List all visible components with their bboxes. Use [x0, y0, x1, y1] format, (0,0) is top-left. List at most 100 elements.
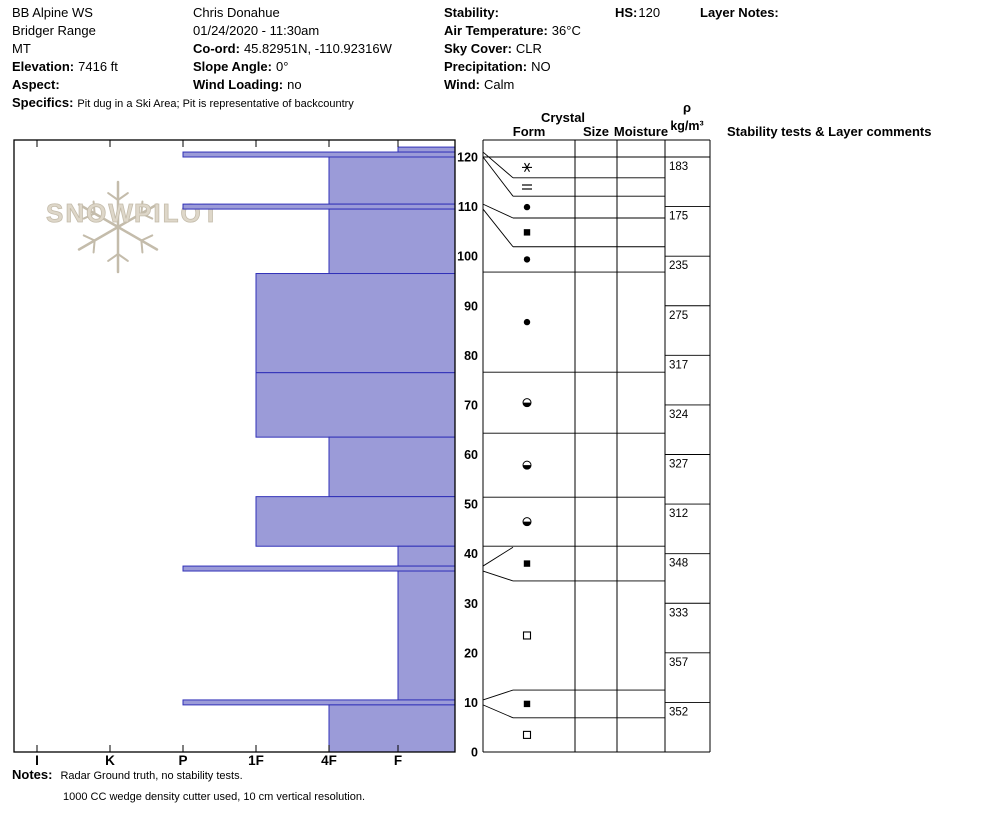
- wind-loading-value: no: [287, 77, 302, 92]
- hs-block: HS:120: [615, 4, 660, 22]
- state: MT: [12, 41, 31, 56]
- hardness-layer-bar: [182, 151, 456, 158]
- snowflake-icon: [140, 212, 154, 220]
- depth-axis-label: 10: [464, 696, 478, 710]
- hardness-layer-bar: [328, 156, 456, 205]
- depth-axis-label: 70: [464, 398, 478, 412]
- grain-form-symbol-rounded: [523, 256, 531, 263]
- grain-form-symbol-stellar: [522, 162, 532, 173]
- wind-loading-label: Wind Loading:: [193, 77, 284, 92]
- crystal-header: Crystal: [541, 110, 585, 125]
- coord-label: Co-ord:: [193, 41, 240, 56]
- density-value: 235: [669, 260, 688, 272]
- wind-loading-row: Wind Loading: no: [193, 76, 392, 94]
- depth-axis-label: 30: [464, 597, 478, 611]
- hardness-layer-bar: [328, 208, 456, 275]
- grain-form-symbol-crust: [523, 700, 531, 708]
- density-header: ρ: [683, 100, 691, 115]
- observer-name: Chris Donahue: [193, 5, 280, 20]
- grain-form-symbol-facet: [522, 631, 532, 640]
- wind-row: Wind: Calm: [444, 76, 581, 94]
- location-block: BB Alpine WS Bridger Range MT Elevation:…: [12, 4, 354, 113]
- thin-layer-leader-line: [482, 208, 514, 248]
- depth-axis-label: 20: [464, 646, 478, 660]
- grain-form-symbol-rounded: [523, 318, 531, 326]
- thin-layer-leader-line: [482, 546, 514, 567]
- coord-value: 45.82951N, -110.92316W: [243, 41, 392, 56]
- stability-label: Stability:: [444, 5, 499, 20]
- observation-datetime: 01/24/2020 - 11:30am: [193, 23, 320, 38]
- snowflake-icon: [77, 225, 120, 251]
- grain-form-symbol-ice-lens: [522, 184, 532, 190]
- density-value: 327: [669, 459, 688, 471]
- snowflake-icon: [140, 239, 144, 254]
- snowflake-icon: [140, 234, 154, 242]
- notes-block: Notes: Radar Ground truth, no stability t…: [12, 766, 365, 806]
- hardness-layer-bar: [328, 704, 456, 753]
- air-temperature-label: Air Temperature:: [444, 23, 548, 38]
- density-value: 352: [669, 706, 688, 718]
- watermark-text: SNOW: [46, 198, 135, 228]
- elevation-row: Elevation: 7416 ft: [12, 58, 354, 76]
- thin-layer-leader-line: [482, 151, 514, 179]
- sky-cover-row: Sky Cover: CLR: [444, 40, 581, 58]
- depth-axis-label: 100: [457, 250, 478, 264]
- hardness-layer-bar: [397, 570, 456, 701]
- form-header: Form: [513, 124, 546, 139]
- thin-layer-leader-line: [482, 156, 514, 197]
- density-value: 324: [669, 409, 689, 421]
- snowflake-icon: [92, 200, 96, 215]
- watermark-text: PILOT: [134, 198, 221, 228]
- density-column: 183 175 235 275 317 324 327 312 348 333 357 352: [665, 156, 710, 718]
- thin-layer-leader-line: [482, 570, 514, 582]
- snowflake-icon: [92, 239, 96, 254]
- grain-form-symbol-melt-form: [522, 398, 532, 408]
- depth-axis-label: 80: [464, 349, 478, 363]
- hs-value: 120: [638, 5, 661, 20]
- wind-value: Calm: [483, 77, 515, 92]
- density-units-header: kg/m³: [670, 119, 703, 133]
- mountain-range: Bridger Range: [12, 23, 96, 38]
- depth-axis-label: 110: [458, 200, 478, 214]
- notes-label: Notes:: [12, 767, 53, 782]
- density-value: 183: [669, 161, 688, 173]
- weather-block: Stability: Air Temperature: 36°C Sky Cove…: [444, 4, 581, 94]
- thin-layer-leader-line: [482, 704, 514, 719]
- hardness-layer-bar: [397, 545, 456, 567]
- snowflake-icon: [82, 212, 96, 220]
- density-value: 275: [669, 310, 688, 322]
- profile-columns: [482, 139, 711, 753]
- observation-block: Chris Donahue 01/24/2020 - 11:30am Co-or…: [193, 4, 392, 94]
- air-temperature-value: 36°C: [551, 23, 581, 38]
- snowflake-icon: [117, 253, 129, 262]
- hardness-axis-label: K: [105, 753, 115, 768]
- thin-layer-leader-line: [482, 689, 514, 701]
- grain-form-symbol-crust: [523, 560, 531, 567]
- aspect-row: Aspect:: [12, 76, 354, 94]
- precipitation-row: Precipitation: NO: [444, 58, 581, 76]
- layer-notes-label: Layer Notes:: [700, 5, 779, 20]
- wind-label: Wind:: [444, 77, 480, 92]
- density-value: 175: [669, 211, 688, 223]
- specifics-label: Specifics:: [12, 95, 74, 110]
- elevation-value: 7416 ft: [78, 59, 118, 74]
- slope-angle-value: 0°: [275, 59, 289, 74]
- grain-form-symbol-facet: [522, 730, 532, 739]
- aspect-label: Aspect:: [12, 77, 60, 92]
- snowflake-icon: [82, 234, 96, 242]
- grain-form-symbol-rounded: [523, 203, 531, 211]
- grain-form-symbol-melt-form: [522, 460, 532, 470]
- depth-axis-label: 120: [457, 151, 478, 165]
- depth-axis-label: 90: [464, 299, 478, 313]
- hardness-axis-label: I: [35, 753, 39, 768]
- density-value: 333: [669, 607, 688, 619]
- snowflake-icon: [107, 253, 119, 262]
- notes-line2: 1000 CC wedge density cutter used, 10 cm…: [63, 791, 366, 803]
- specifics-value: Pit dug in a Ski Area; Pit is representa…: [77, 98, 354, 110]
- hardness-layer-bar: [255, 273, 456, 374]
- hardness-profile-bars: [182, 146, 456, 753]
- notes-line1: Radar Ground truth, no stability tests.: [60, 770, 243, 782]
- precipitation-value: NO: [531, 59, 551, 74]
